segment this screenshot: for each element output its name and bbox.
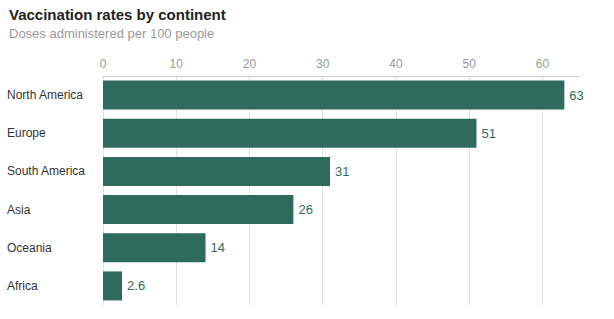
svg-text:20: 20 [243, 57, 257, 71]
svg-text:South America: South America [7, 164, 85, 178]
svg-text:North America: North America [7, 88, 83, 102]
svg-text:40: 40 [389, 57, 403, 71]
svg-text:Oceania: Oceania [7, 241, 52, 255]
svg-text:50: 50 [462, 57, 476, 71]
svg-text:60: 60 [536, 57, 550, 71]
svg-text:31: 31 [335, 164, 349, 179]
svg-text:14: 14 [211, 240, 225, 255]
svg-text:26: 26 [298, 202, 312, 217]
svg-text:Asia: Asia [7, 203, 31, 217]
svg-text:30: 30 [316, 57, 330, 71]
svg-text:Doses administered per 100 peo: Doses administered per 100 people [9, 26, 214, 41]
svg-text:Europe: Europe [7, 126, 46, 140]
svg-text:2.6: 2.6 [127, 278, 145, 293]
svg-text:Africa: Africa [7, 279, 38, 293]
svg-text:Vaccination rates by continent: Vaccination rates by continent [9, 6, 226, 23]
svg-text:63: 63 [569, 88, 583, 103]
svg-text:10: 10 [170, 57, 184, 71]
svg-text:0: 0 [100, 57, 107, 71]
svg-text:51: 51 [481, 126, 495, 141]
